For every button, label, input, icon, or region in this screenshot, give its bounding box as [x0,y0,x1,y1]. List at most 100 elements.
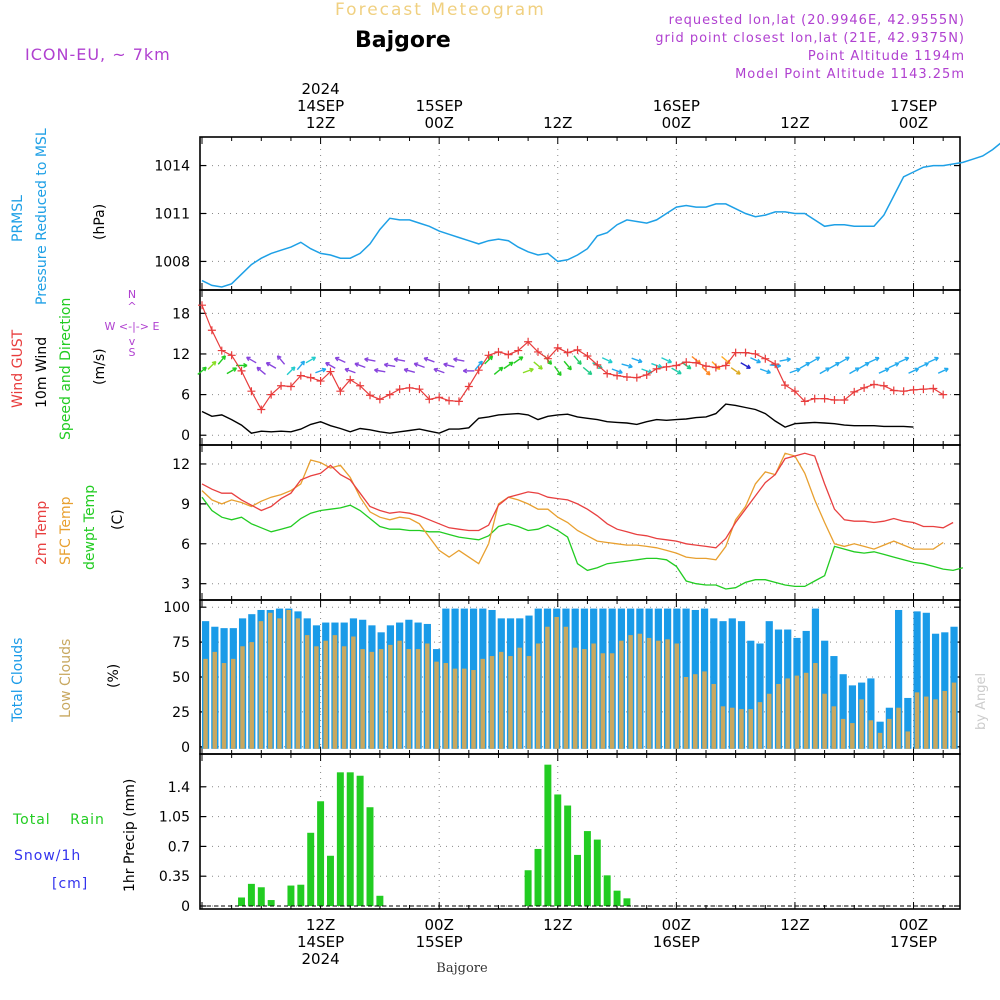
gust-marker [622,372,631,381]
low-cloud-bar [231,658,236,749]
wind-arrow [701,366,711,376]
y-tick-label: 1.05 [159,810,190,826]
time-label: 15SEP [416,97,463,115]
time-label: 16SEP [653,933,700,951]
gust-marker [840,396,849,405]
low-cloud-bar [471,670,476,749]
wind-arrow [513,356,524,364]
gust-marker [306,373,315,382]
wind-arrow [661,357,672,364]
y-tick-label: 0.7 [168,839,190,855]
gust-marker [860,383,869,392]
low-cloud-bar [757,702,763,749]
wind-dir-label: Speed and Direction [58,298,74,440]
precip-bar [346,772,354,906]
gust-marker [405,383,414,392]
wind-arrow-head [737,370,741,375]
low-cloud-bar [397,640,402,749]
gust-marker [879,381,888,390]
gust-marker [543,354,552,363]
low-cloud-bar [720,706,726,749]
gust-marker [899,387,908,396]
y-tick-label: 3 [181,577,190,593]
time-label: 14SEP [297,933,344,951]
pressure-desc-label: Pressure Reduced to MSL [34,128,50,305]
gust-marker [484,351,493,360]
wind-arrow-head [786,357,791,360]
time-label: 12Z [543,916,572,934]
gust-marker [563,348,572,357]
low-cloud-bar [351,636,356,749]
total-cloud-bar [728,618,736,749]
wind-arrow [868,357,880,364]
wind-arrow-head [478,360,483,364]
wind-arrow-head [383,363,388,368]
wind-arrow [197,366,207,375]
wind-arrow [809,356,820,364]
compass-rose: N ^ W <-|-> E v S [105,288,160,359]
y-tick-label: 0 [181,899,190,915]
wind-arrow-head [256,367,260,372]
total-cloud-bar [922,612,930,749]
gust-marker [652,364,661,373]
wind-arrow-head [211,360,216,364]
low-cloud-bar [378,649,384,749]
low-cloud-bar [951,682,957,749]
gust-marker [464,382,473,391]
low-cloud-bar [868,720,874,749]
wind-arrow [305,356,316,364]
low-cloud-bar [914,692,920,749]
wind-arrow-head [300,360,305,364]
wind-arrow [207,361,217,370]
low-cloud-bar [656,640,661,749]
wind-arrow-head [290,366,296,369]
precip-bar [317,801,325,906]
low-cloud-bar [933,699,938,749]
low-cloud-bar [619,640,624,749]
y-tick-label: 1011 [154,207,190,223]
model-altitude: Model Point Altitude 1143.25m [735,67,965,82]
y-tick-label: 0 [181,428,190,444]
wind-arrow [394,358,406,362]
wind-arrow [839,356,850,364]
gust-marker [237,366,246,375]
gust-marker [751,349,760,358]
y-tick-label: 75 [172,635,190,651]
precip-bar [376,895,384,906]
low-cloud-bar [572,647,578,749]
time-label: 00Z [899,916,928,934]
low-cloud-bar [850,723,855,749]
gust-marker [534,347,542,356]
clouds-unit: (%) [106,664,122,688]
wind-arrow-head [374,369,379,373]
total-cloud-bar [747,640,755,749]
wind-arrow [759,368,771,374]
gust-marker [632,373,641,382]
low-cloud-bar [785,678,790,749]
gust-marker [316,377,325,386]
gust-marker [790,387,799,396]
gust-marker [702,362,710,371]
model-label: ICON-EU, ~ 7km [25,45,171,64]
dew-label: dewpt Temp [82,485,98,570]
gust-marker [850,387,859,396]
total-cloud-bar [756,643,764,749]
low-cloud-bar [674,643,680,749]
low-cloud-bar [452,668,458,749]
low-cloud-bar [462,668,467,749]
wind-unit: (m/s) [92,348,108,385]
clouds-panel: 0 25 50 75 100 [163,599,961,756]
time-label: 14SEP [297,97,344,115]
gust-marker [672,361,681,370]
gust-marker [939,390,948,399]
svg-text:S: S [129,346,136,359]
plot-area: 1008 1011 1014 0 6 12 18 3 6 9 12 0 25 50 75 100 0 0.35 0.… [154,80,1000,968]
low-cloud-bar [240,646,245,749]
wind-speed-line [201,403,914,434]
total-cloud-bar [737,621,746,749]
wind-arrow [484,355,493,365]
wind-arrow-head [221,355,226,358]
wind-arrow-head [589,370,593,375]
precip-panel: 0 0.35 0.7 1.05 1.4 [159,753,961,915]
low-cloud-bar [545,626,550,749]
